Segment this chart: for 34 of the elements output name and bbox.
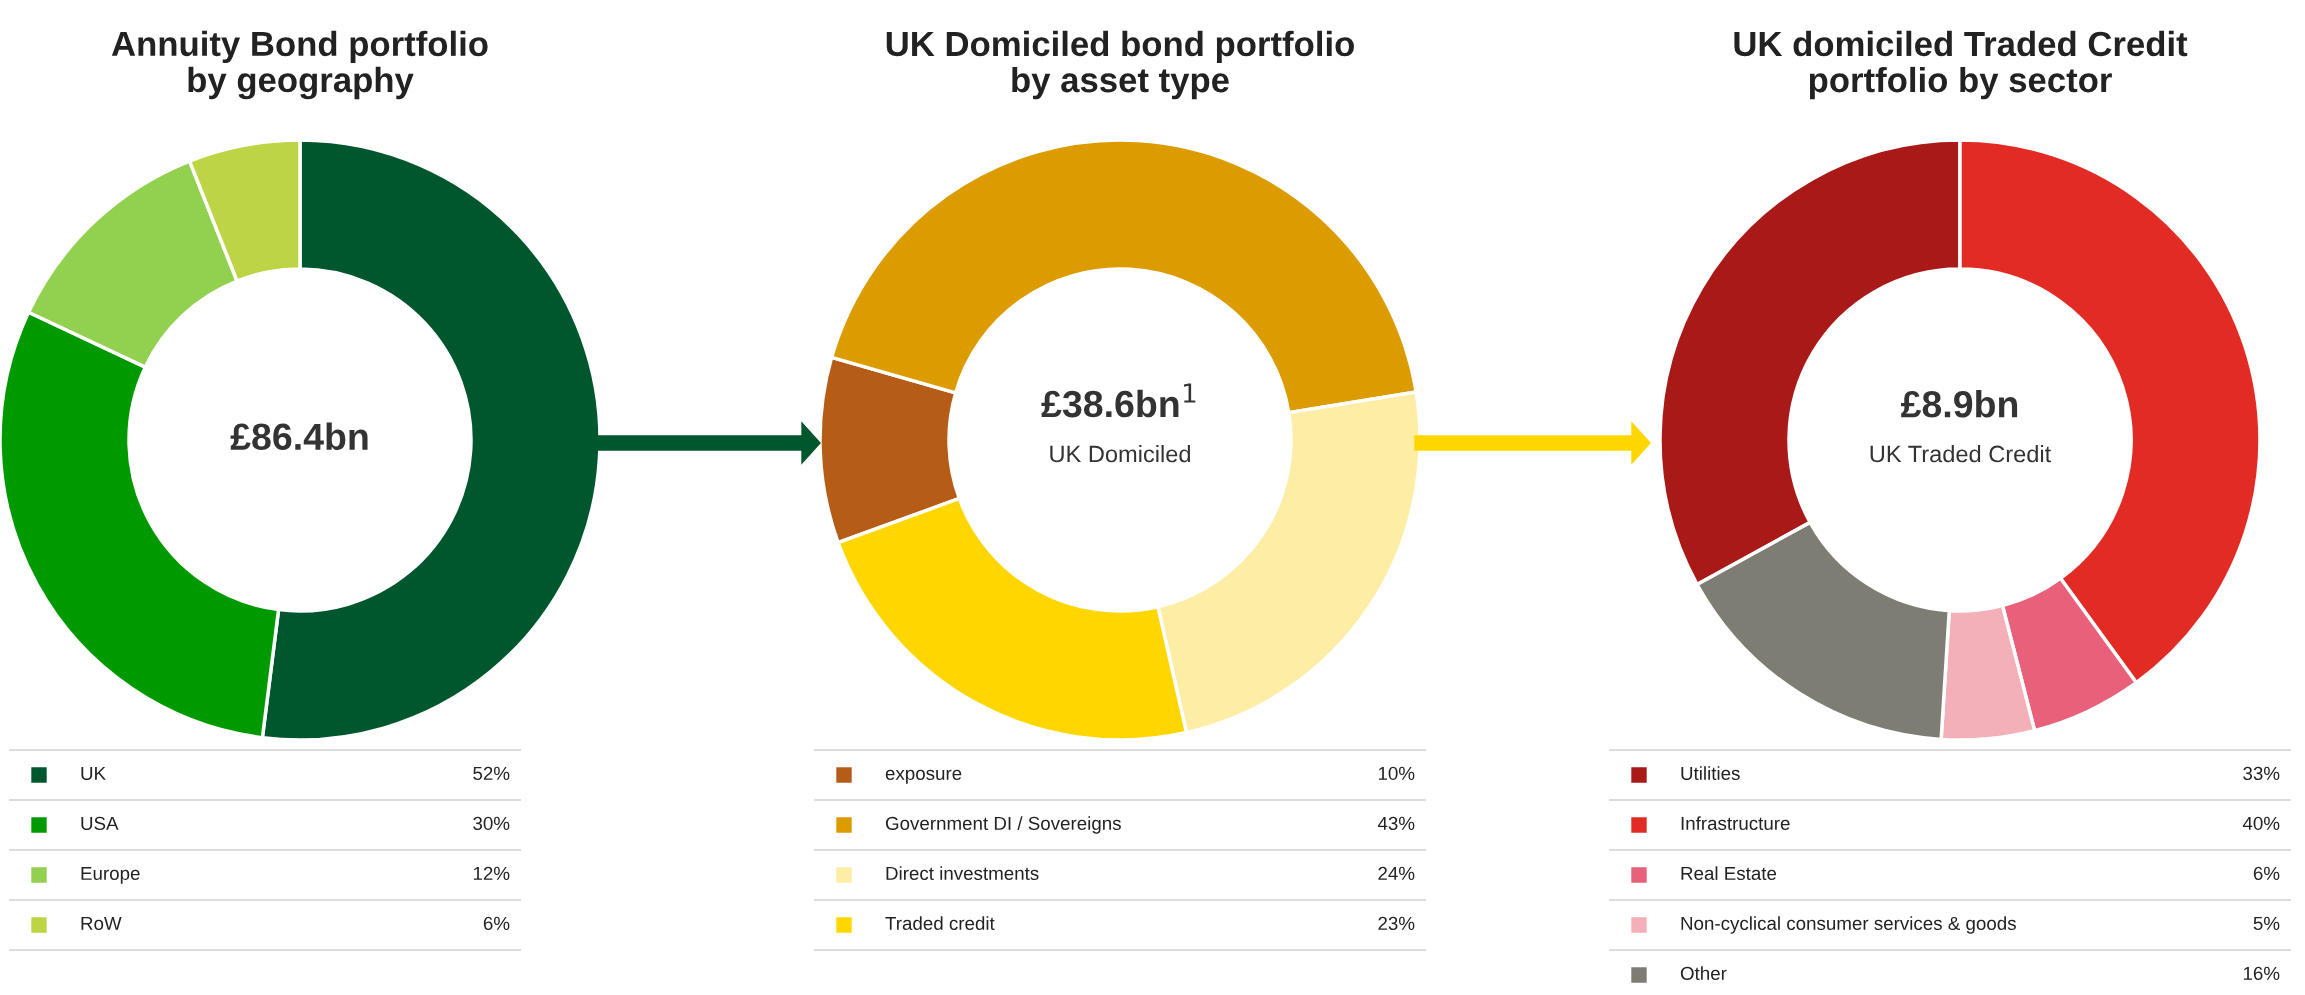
legend-label: exposure — [885, 769, 962, 784]
legend-label: UK — [81, 766, 106, 781]
legend-label: Direct investments — [886, 866, 1039, 881]
chart-title: Annuity Bond portfolio by geography — [111, 30, 488, 100]
legend-label: USA — [81, 816, 119, 831]
legend-label: Utilities — [1681, 766, 1740, 781]
legend-label: Real Estate — [1681, 866, 1777, 881]
data-label: 43% — [1377, 816, 1415, 831]
data-label: 6% — [483, 916, 510, 931]
text: UK Domiciled — [1050, 445, 1190, 463]
chart-title: UK Domiciled bond portfolio by asset type — [886, 30, 1354, 100]
legend-label: Non-cyclical consumer services & goods — [1681, 916, 2016, 934]
data-label: 12% — [473, 866, 510, 880]
data-label: 33% — [2243, 766, 2280, 781]
data-label: 52% — [473, 766, 510, 781]
legend-label: RoW — [81, 916, 122, 931]
legend-label: Other — [1680, 966, 1727, 981]
text: UK Traded Credit — [1870, 445, 2052, 463]
data-label: 10% — [1378, 766, 1415, 781]
legend-label: Infrastructure — [1681, 816, 1790, 831]
legend-label: Government DI / Sovereigns — [885, 816, 1121, 834]
text: £86.4bn — [230, 422, 368, 451]
text: £38.6bn$^{1}$ — [1041, 383, 1196, 418]
legend-label: Europe — [81, 866, 140, 884]
legend-label: Traded credit — [885, 916, 995, 931]
data-label: 6% — [2253, 866, 2280, 881]
chart-title: UK domiciled Traded Credit portfolio by sector — [1734, 30, 2188, 100]
data-label: 24% — [1378, 866, 1415, 880]
text: £8.9bn — [1900, 390, 2018, 418]
data-label: 23% — [1378, 916, 1415, 931]
data-label: 30% — [473, 816, 510, 831]
data-label: 40% — [2242, 816, 2280, 831]
data-label: 5% — [2253, 916, 2280, 931]
data-label: 16% — [2243, 966, 2280, 981]
